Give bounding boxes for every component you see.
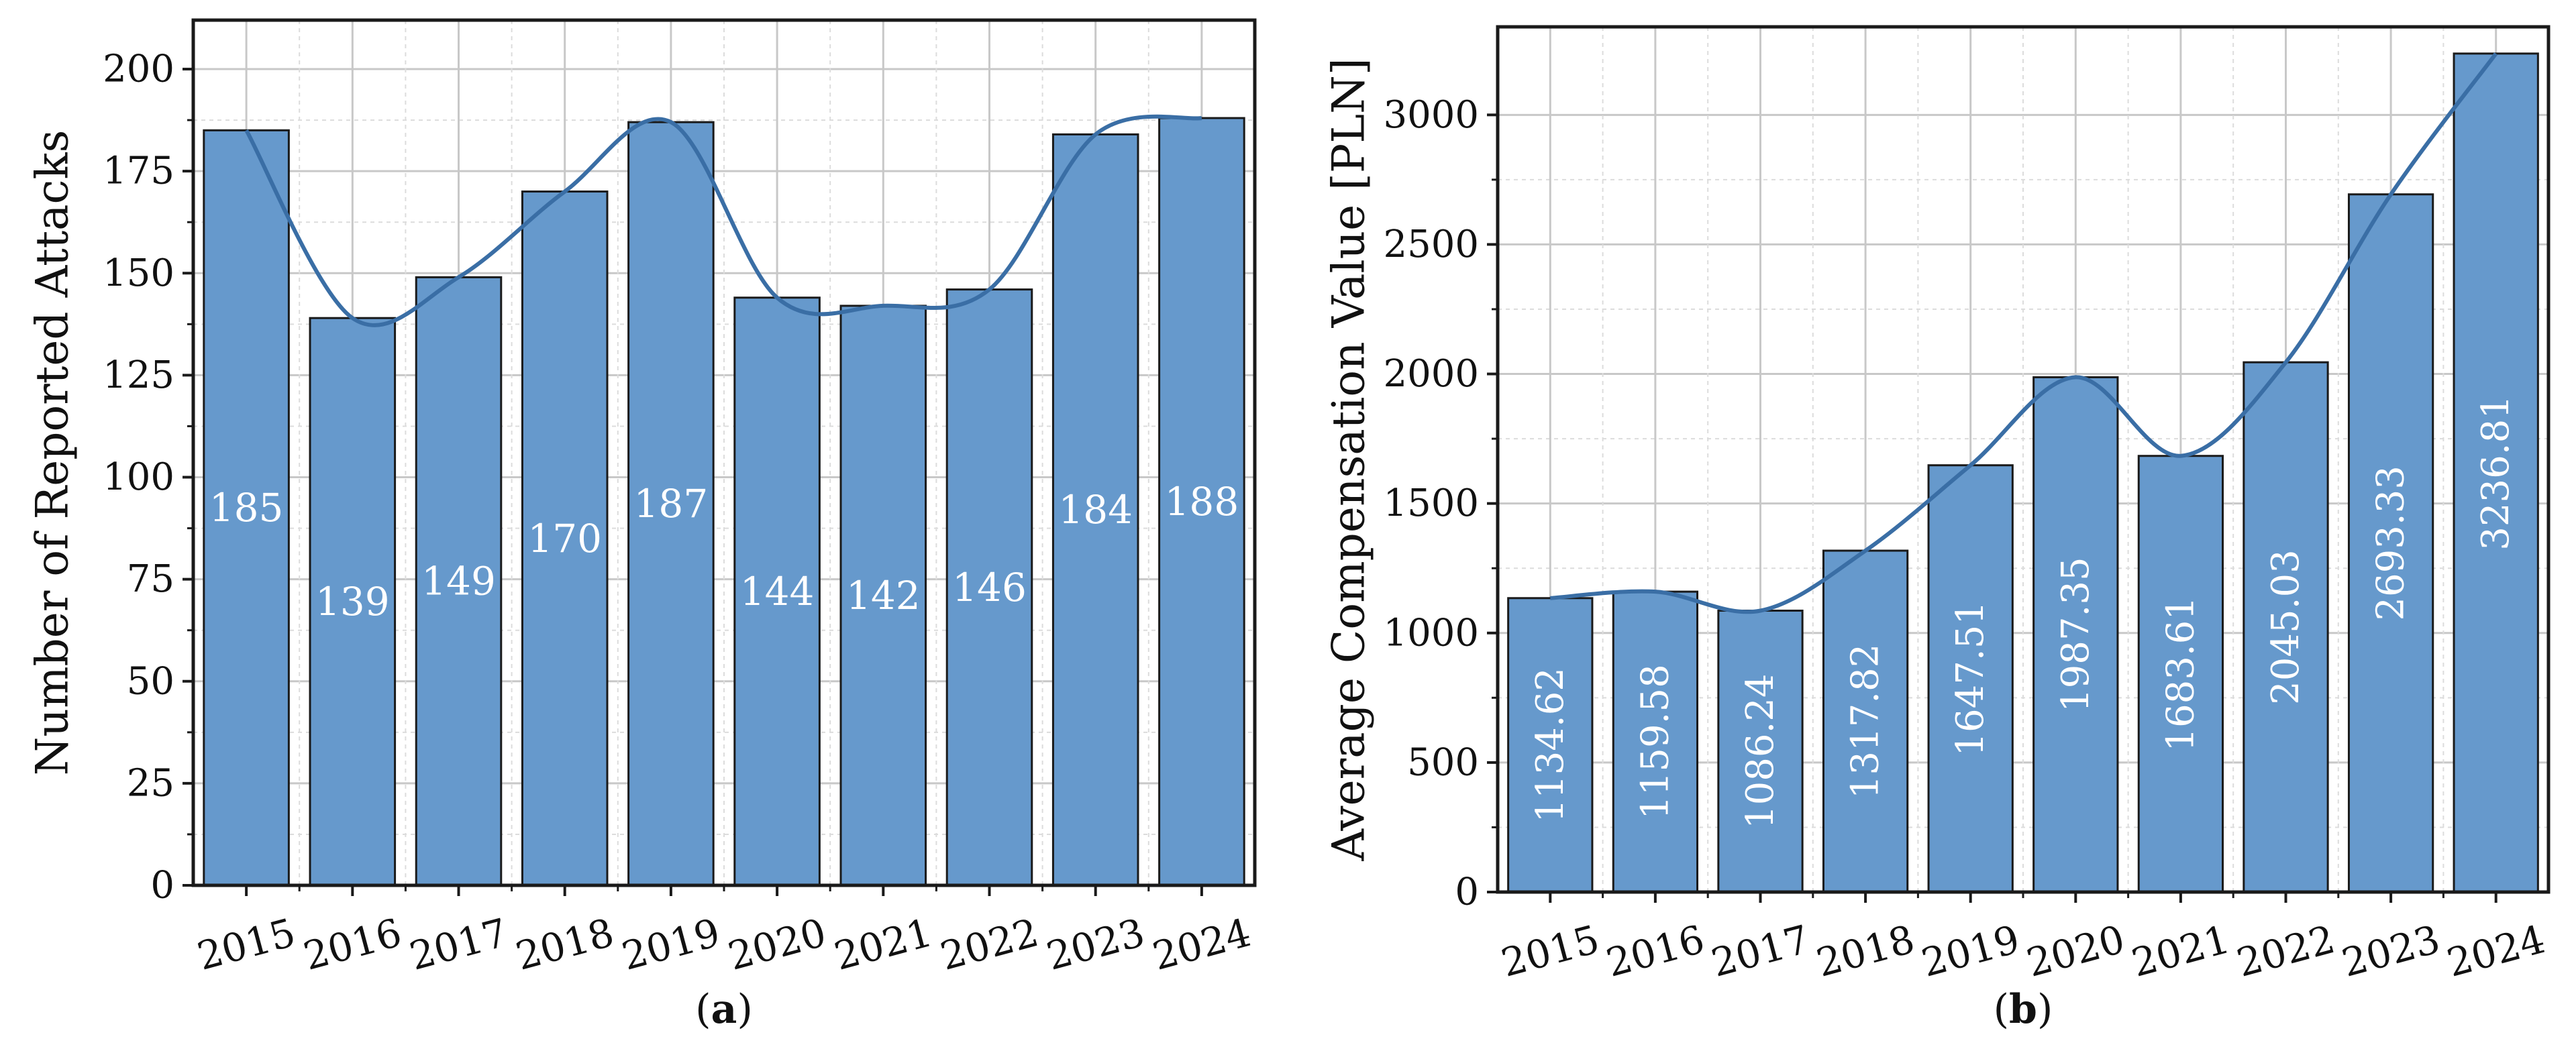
y-tick-label: 1000	[1383, 611, 1479, 655]
y-tick-label: 50	[127, 659, 174, 703]
x-tick-label-2020: 2020	[723, 909, 831, 979]
x-tick-label-2024: 2024	[1148, 909, 1255, 979]
bar-2023	[2347, 193, 2434, 893]
data-label-2024: 3236.81	[2474, 395, 2518, 551]
y-tick-label: 175	[103, 150, 174, 193]
y-tick-label: 100	[103, 455, 174, 499]
bar-2021	[2137, 455, 2224, 893]
data-label-2022: 2045.03	[2264, 549, 2308, 705]
trend-line	[244, 114, 1202, 327]
x-tick-label-2015: 2015	[193, 909, 300, 979]
bar-2018	[1822, 549, 1909, 893]
bar-2015	[1507, 597, 1594, 893]
y-tick-label: 75	[127, 557, 174, 601]
data-label-2015: 1134.62	[1529, 667, 1572, 823]
chart-panel-b: 1134.62 1159.58 1086.24 1317.82 1647.51 1987.…	[1323, 25, 2551, 1033]
x-tick-label-2024: 2024	[2442, 916, 2550, 986]
bar-2017	[415, 276, 503, 887]
y-tick-label: 1500	[1383, 482, 1479, 525]
data-label-2024: 188	[1165, 479, 1239, 524]
x-tick-label-2018: 2018	[1812, 916, 1919, 986]
bar-2024	[2453, 52, 2539, 893]
chart-panel-a: 185 139 149 170 187 144 142 146 184 188 0 25 50 75 100…	[27, 18, 1257, 1033]
data-label-2015: 185	[209, 485, 284, 531]
bar-2017	[1717, 609, 1804, 893]
data-label-2023: 184	[1058, 487, 1133, 533]
y-axis-title: Number of Reported Attacks	[27, 130, 79, 776]
data-label-2021: 142	[846, 573, 921, 618]
data-label-2017: 1086.24	[1739, 673, 1782, 829]
x-tick-label-2016: 2016	[1602, 916, 1709, 986]
x-tick-label-2018: 2018	[511, 909, 619, 979]
x-tick-label-2023: 2023	[1042, 909, 1149, 979]
y-tick-label: 0	[1455, 871, 1479, 914]
bar-2022	[2243, 361, 2329, 893]
y-tick-label: 3000	[1383, 93, 1479, 137]
panel-caption: (b)	[1994, 986, 2053, 1033]
y-tick-label: 25	[127, 761, 174, 805]
x-tick-label-2017: 2017	[405, 909, 512, 979]
y-axis: 0 500 1000 1500 2000 2500 3000	[1383, 93, 1498, 914]
panel-caption: (a)	[695, 986, 753, 1033]
x-tick-label-2022: 2022	[935, 909, 1043, 979]
data-label-2019: 187	[634, 481, 709, 527]
y-tick-label: 2000	[1383, 352, 1479, 396]
data-label-2019: 1647.51	[1949, 601, 1992, 757]
data-label-2018: 1317.82	[1844, 644, 1888, 799]
bars	[203, 117, 1245, 887]
x-tick-label-2023: 2023	[2337, 916, 2444, 986]
trend-line	[1550, 52, 2498, 614]
data-label-2020: 144	[740, 569, 815, 614]
bar-2016	[309, 317, 397, 887]
data-label-2022: 146	[952, 565, 1027, 610]
bars	[1507, 52, 2539, 893]
y-tick-label: 200	[103, 48, 174, 91]
y-tick-label: 0	[150, 864, 174, 907]
x-tick-label-2021: 2021	[829, 909, 937, 979]
data-labels: 185 139 149 170 187 144 142 146 184 188	[209, 479, 1239, 624]
x-tick-label-2019: 2019	[617, 909, 725, 979]
y-tick-label: 150	[103, 252, 174, 295]
bar-2023	[1051, 133, 1139, 887]
x-tick-label-2020: 2020	[2022, 916, 2129, 986]
data-label-2021: 1683.61	[2159, 596, 2202, 752]
bar-2022	[945, 288, 1033, 887]
data-label-2017: 149	[421, 559, 496, 604]
data-label-2020: 1987.35	[2054, 557, 2098, 712]
bar-2015	[203, 129, 290, 887]
y-tick-label: 500	[1407, 740, 1479, 784]
bar-2024	[1158, 117, 1245, 887]
data-label-2023: 2693.33	[2369, 465, 2413, 621]
y-tick-label: 125	[103, 353, 174, 397]
y-axis: 0 25 50 75 100 125 150 175 200	[103, 48, 193, 907]
x-tick-label-2021: 2021	[2127, 916, 2234, 986]
x-tick-label-2017: 2017	[1706, 916, 1814, 986]
y-tick-label: 2500	[1383, 223, 1479, 266]
x-tick-label-2019: 2019	[1917, 916, 2024, 986]
data-labels: 1134.62 1159.58 1086.24 1317.82 1647.51 1987.…	[1529, 395, 2518, 829]
x-tick-label-2016: 2016	[299, 909, 406, 979]
x-tick-label-2015: 2015	[1496, 916, 1604, 986]
bar-2019	[627, 121, 715, 887]
data-label-2018: 170	[527, 516, 602, 561]
bar-2021	[839, 305, 927, 887]
bar-2018	[521, 190, 609, 887]
y-axis-title: Average Compensation Value [PLN]	[1323, 58, 1375, 861]
x-tick-label-2022: 2022	[2232, 916, 2339, 986]
data-label-2016: 139	[315, 579, 390, 624]
data-label-2016: 1159.58	[1633, 664, 1677, 820]
